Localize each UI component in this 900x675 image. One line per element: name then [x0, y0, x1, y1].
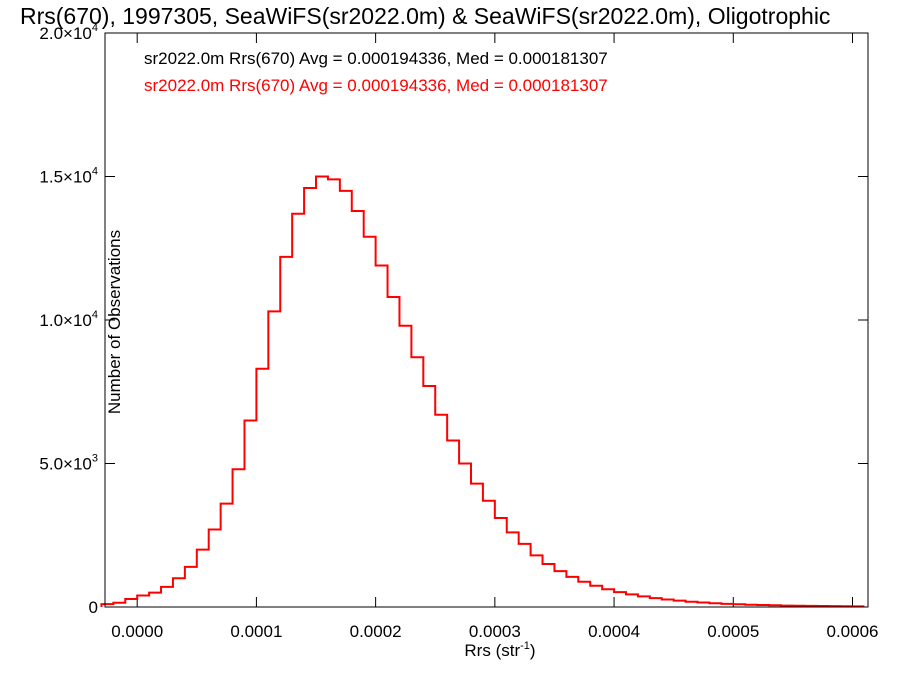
y-tick-label: 5.0×103: [39, 453, 98, 474]
legend-entry: sr2022.0m Rrs(670) Avg = 0.000194336, Me…: [144, 76, 608, 95]
x-tick-label: 0.0005: [707, 622, 759, 641]
y-tick-label: 1.0×104: [39, 309, 98, 330]
chart-title: Rrs(670), 1997305, SeaWiFS(sr2022.0m) & …: [20, 3, 830, 29]
x-axis-label: Rrs (str-1): [464, 640, 535, 660]
y-tick-label: 2.0×104: [39, 22, 98, 43]
y-tick-label: 1.5×104: [39, 166, 98, 187]
x-tick-label: 0.0002: [350, 622, 402, 641]
plot-frame: [104, 32, 869, 608]
x-tick-label: 0.0004: [588, 622, 640, 641]
y-axis-label: Number of Observations: [105, 230, 124, 414]
histogram-series-line: [100, 175, 865, 608]
y-tick-label: 0: [89, 598, 98, 617]
x-tick-label: 0.0003: [469, 622, 521, 641]
legend-entry: sr2022.0m Rrs(670) Avg = 0.000194336, Me…: [144, 49, 608, 68]
x-tick-label: 0.0006: [827, 622, 879, 641]
x-tick-label: 0.0001: [230, 622, 282, 641]
x-tick-label: 0.0000: [111, 622, 163, 641]
